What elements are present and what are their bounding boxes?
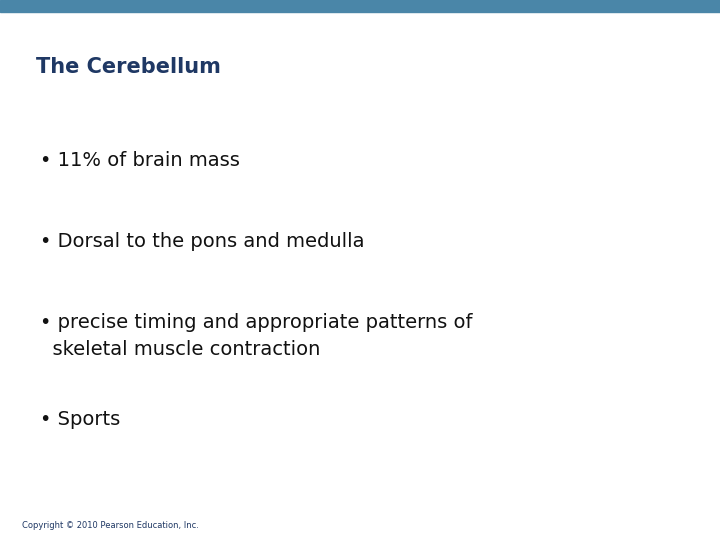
Text: • 11% of brain mass: • 11% of brain mass [40, 151, 240, 170]
Text: • Sports: • Sports [40, 410, 120, 429]
Text: • Dorsal to the pons and medulla: • Dorsal to the pons and medulla [40, 232, 364, 251]
Bar [0, 0, 720, 12]
Text: The Cerebellum: The Cerebellum [36, 57, 221, 77]
Text: • precise timing and appropriate patterns of
  skeletal muscle contraction: • precise timing and appropriate pattern… [40, 313, 472, 359]
Text: Copyright © 2010 Pearson Education, Inc.: Copyright © 2010 Pearson Education, Inc. [22, 521, 199, 530]
